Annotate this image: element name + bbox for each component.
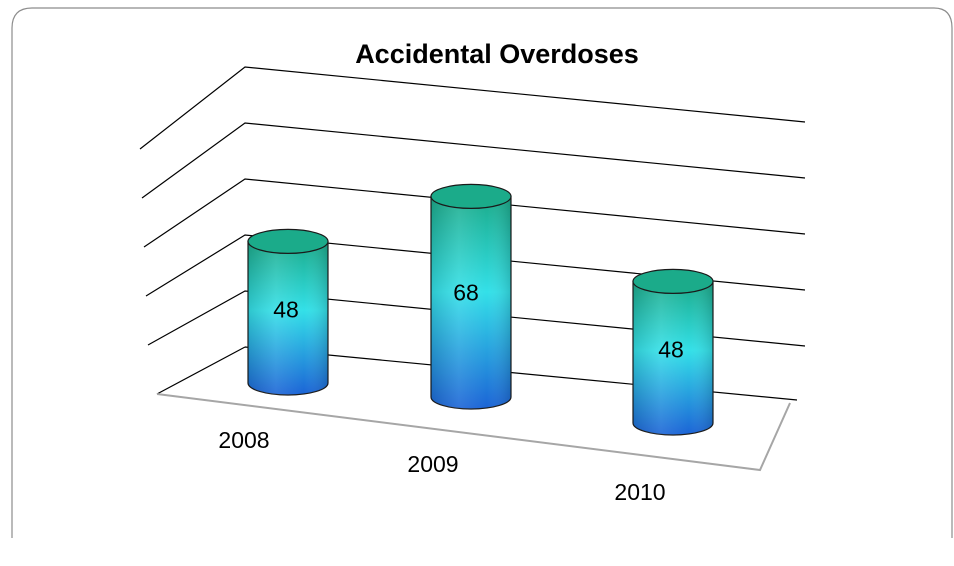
bar-top <box>430 183 512 209</box>
data-label: 48 <box>658 336 684 362</box>
bars: 48 68 48 <box>247 183 714 436</box>
floor-front-edges <box>156 393 791 472</box>
chart-title: Accidental Overdoses <box>355 39 639 69</box>
gridlines <box>139 66 806 347</box>
gridline <box>145 234 806 297</box>
data-label: 68 <box>453 280 479 306</box>
bar-shade <box>633 281 713 435</box>
bar-top <box>632 268 714 294</box>
bar-2008: 48 <box>247 228 329 396</box>
bar-shade <box>431 196 511 409</box>
data-label: 48 <box>273 296 299 322</box>
bar-2010: 48 <box>632 268 714 436</box>
gridline <box>147 290 806 347</box>
gridline <box>139 66 806 150</box>
category-label: 2009 <box>407 451 458 477</box>
category-labels: 2008 2009 2010 <box>218 427 665 505</box>
bar-shade <box>248 241 328 395</box>
gridline <box>143 178 806 248</box>
category-label: 2008 <box>218 427 269 453</box>
chart-frame <box>11 7 953 538</box>
gridline <box>141 122 806 199</box>
bar-2009: 68 <box>430 183 512 410</box>
bar-top <box>247 228 329 254</box>
category-label: 2010 <box>614 479 665 505</box>
